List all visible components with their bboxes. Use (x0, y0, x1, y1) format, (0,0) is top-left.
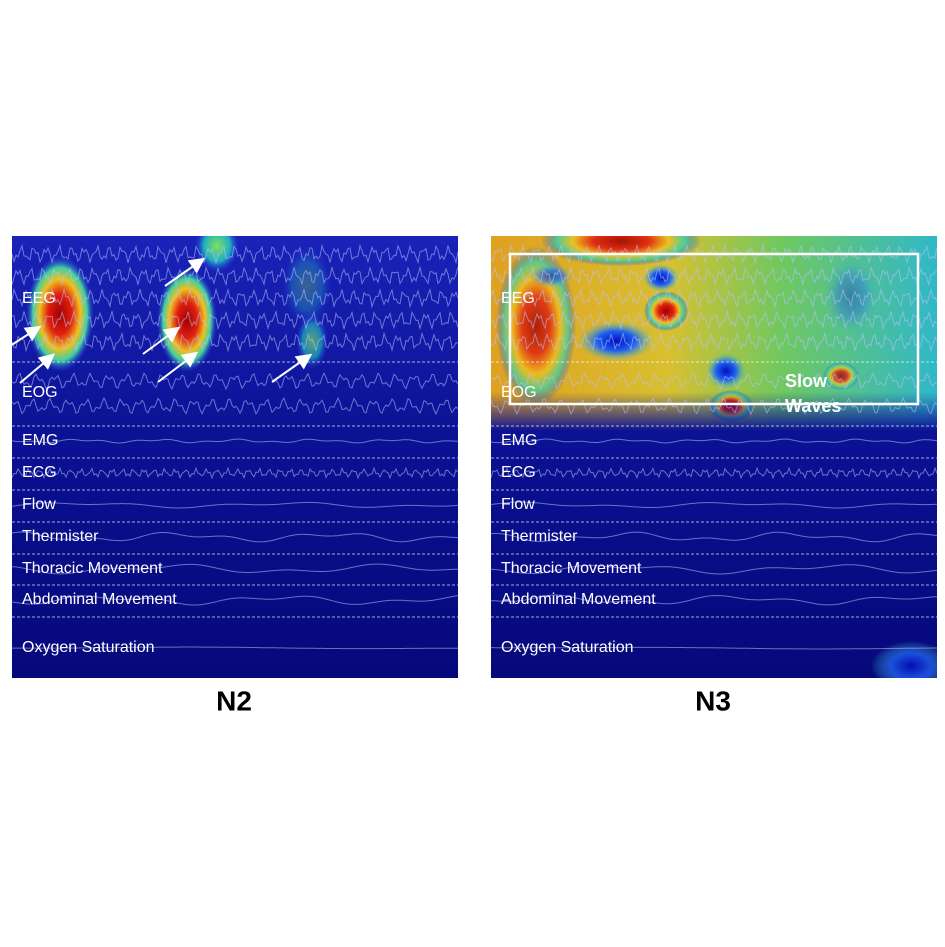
arrow (164, 257, 206, 287)
highlight-box (508, 252, 920, 406)
signal-trace (12, 531, 458, 543)
signals (12, 243, 458, 650)
signal-trace (491, 309, 937, 331)
annotation: Slow Waves (785, 371, 841, 416)
signal-trace (12, 287, 458, 309)
signal-trace (12, 438, 458, 444)
signal-trace (12, 331, 458, 353)
channel-label: ECG (501, 464, 536, 481)
channel-label: EMG (501, 432, 537, 449)
channel-label: ECG (22, 464, 57, 481)
heat-region (491, 236, 937, 431)
channel-label: EEG (501, 290, 535, 307)
signal-trace (12, 396, 458, 416)
signal-trace (12, 595, 458, 606)
heat-spot (195, 236, 239, 272)
signal-trace (12, 501, 458, 509)
heat-spot (871, 641, 937, 678)
signal-trace (491, 331, 937, 353)
signal-trace (12, 466, 458, 480)
signal-trace (12, 371, 458, 391)
channel-label: EOG (22, 384, 58, 401)
arrow (19, 353, 56, 384)
signal-trace (12, 563, 458, 575)
channel-label: EEG (22, 290, 56, 307)
panel-title: N2 (216, 685, 252, 716)
signal-trace (491, 531, 937, 543)
signal-trace (491, 501, 937, 509)
signal-trace (12, 646, 458, 650)
signal-trace (12, 265, 458, 287)
channel-label: Flow (501, 496, 535, 513)
signals (491, 243, 937, 650)
channel-label: Abdominal Movement (22, 591, 177, 608)
heat-spot (282, 246, 332, 326)
channel-label: Thoracic Movement (501, 560, 642, 577)
channel-label: Abdominal Movement (501, 591, 656, 608)
signal-trace (491, 594, 937, 606)
signal-trace (491, 287, 937, 309)
signal-trace (491, 265, 937, 287)
panel-n3: EEG EOG EMG ECG Flow Thermister Thoracic Movem… (491, 236, 937, 678)
panel-n2: EEG EOG EMG ECG Flow Thermister Thoracic Movem… (12, 236, 458, 678)
arrow (271, 353, 313, 383)
channel-label: EOG (501, 384, 537, 401)
arrow (157, 351, 199, 383)
signal-trace (12, 243, 458, 265)
channel-label: Thermister (22, 528, 99, 545)
heat-spot (157, 268, 217, 372)
channel-label: EMG (22, 432, 58, 449)
channel-label: Thoracic Movement (22, 560, 163, 577)
channel-label: Oxygen Saturation (501, 639, 634, 656)
channel-label: Oxygen Saturation (22, 639, 155, 656)
signal-trace (491, 438, 937, 444)
arrow (142, 326, 181, 355)
signal-trace (491, 371, 937, 391)
channel-label: Thermister (501, 528, 578, 545)
signal-trace (491, 466, 937, 480)
panel-title: N3 (695, 685, 731, 716)
signal-trace (12, 309, 458, 331)
signal-trace (491, 646, 937, 650)
arrow (12, 325, 42, 346)
signal-trace (491, 564, 937, 575)
channel-label: Flow (22, 496, 56, 513)
